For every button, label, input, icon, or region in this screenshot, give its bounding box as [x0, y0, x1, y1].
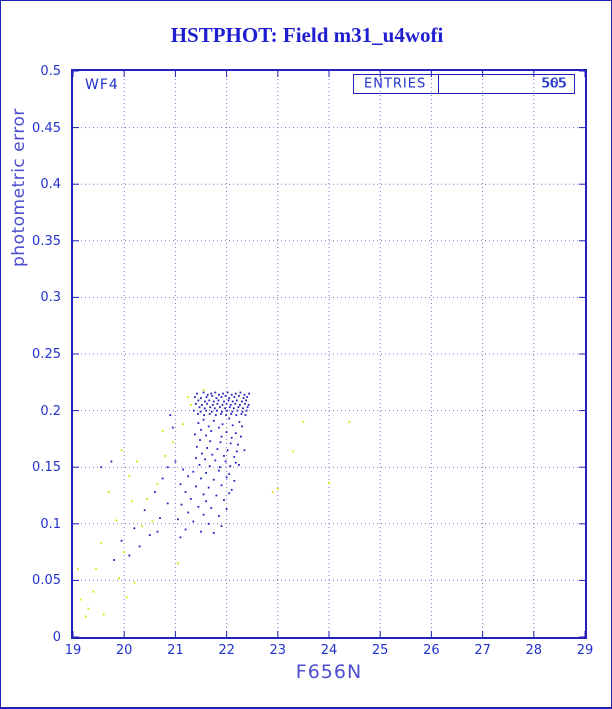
x-tick-label: 22 [218, 643, 235, 658]
y-tick-label: 0.45 [32, 120, 61, 136]
x-tick-label: 29 [576, 643, 594, 658]
y-tick-label: 0.1 [40, 516, 61, 532]
y-tick-label: 0.15 [32, 460, 61, 476]
x-tick-label: 26 [423, 643, 440, 658]
x-tick-label: 20 [115, 643, 133, 658]
x-tick-label: 24 [320, 643, 338, 658]
entries-box: ENTRIES 565 505 [353, 74, 575, 94]
y-tick-label: 0.35 [32, 233, 61, 249]
y-tick-label: 0.05 [32, 573, 61, 589]
y-tick-label: 0.2 [40, 403, 61, 419]
y-tick-labels: 0.5 0.45 0.4 0.35 0.3 0.25 0.2 0.15 0.1 0.05 0 [1, 64, 65, 645]
x-tick-labels: 19 20 21 22 23 24 25 26 27 28 29 [65, 643, 594, 659]
x-tick-label: 27 [474, 643, 491, 658]
x-tick-label: 21 [167, 643, 184, 658]
x-tick-label: 25 [371, 643, 389, 658]
y-tick-label: 0.5 [40, 64, 61, 79]
x-tick-label: 23 [269, 643, 287, 658]
plot-area: WF4 ENTRIES 565 505 [71, 69, 587, 639]
entries-value: 505 [542, 76, 567, 92]
x-tick-label: 28 [525, 643, 543, 658]
y-tick-label: 0.25 [32, 347, 61, 362]
x-axis-label: F656N [295, 661, 363, 683]
y-tick-label: 0 [52, 630, 61, 645]
y-tick-label: 0.4 [40, 177, 61, 193]
page-title: HSTPHOT: Field m31_u4wofi [170, 23, 444, 47]
entries-value-overlay: 565 [541, 76, 566, 92]
entries-label: ENTRIES [364, 76, 427, 92]
chip-label: WF4 [85, 77, 119, 93]
entries-divider-line [438, 75, 439, 93]
y-tick-label: 0.3 [40, 290, 61, 306]
x-tick-label: 19 [64, 643, 82, 658]
scatter-plot [73, 71, 585, 637]
